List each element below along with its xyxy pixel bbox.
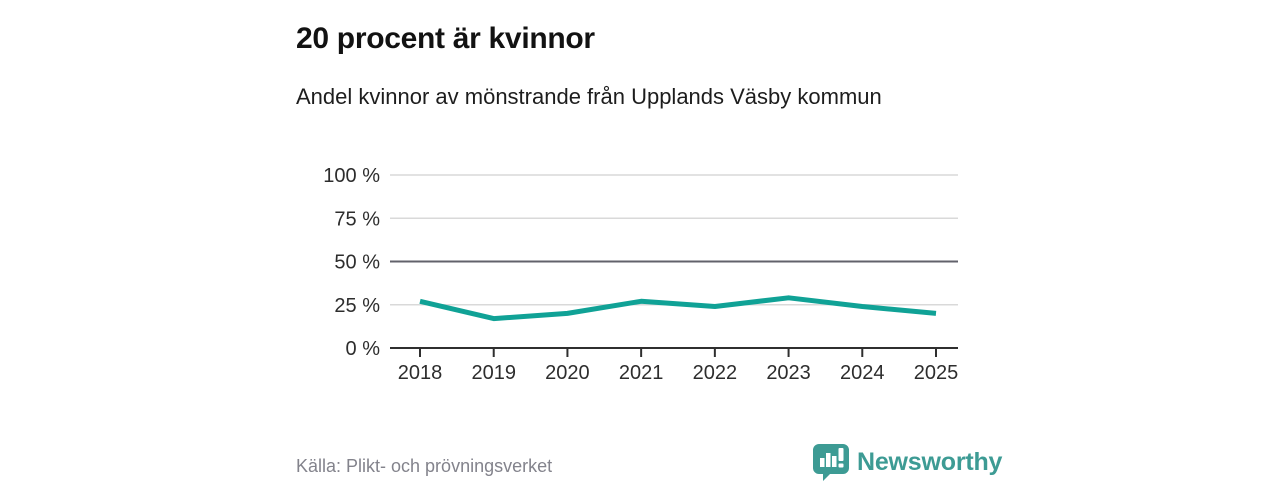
- speech-bubble-shape: [813, 444, 849, 481]
- bar-tall: [826, 453, 831, 467]
- line-chart: 0 % 25 % 50 % 75 % 100 % 2018 2019 2020 2021 2022…: [296, 160, 984, 395]
- y-tick-label: 100 %: [323, 165, 380, 187]
- brand-name: Newsworthy: [857, 448, 1003, 476]
- exclamation-dot: [838, 463, 844, 468]
- y-tick-label: 75 %: [334, 208, 380, 230]
- bar-small: [820, 458, 825, 467]
- x-tick-label: 2022: [693, 362, 738, 384]
- x-tick-label: 2019: [471, 362, 516, 384]
- y-tick-label: 50 %: [334, 252, 380, 274]
- x-tick-label: 2020: [545, 362, 590, 384]
- x-tick-label: 2025: [914, 362, 959, 384]
- brand-logo: Newsworthy: [812, 443, 1002, 481]
- exclamation-bar: [838, 448, 844, 461]
- newsworthy-icon: [813, 444, 849, 481]
- y-tick-label: 25 %: [334, 295, 380, 317]
- x-tick-label: 2023: [766, 362, 811, 384]
- x-tick-label: 2018: [398, 362, 443, 384]
- bar-medium: [832, 456, 837, 467]
- y-tick-label: 0 %: [346, 338, 381, 360]
- source-note: Källa: Plikt- och prövningsverket: [296, 456, 553, 476]
- data-line: [419, 295, 937, 322]
- x-tick-label: 2021: [619, 362, 664, 384]
- line-chart-svg: 0 % 25 % 50 % 75 % 100 % 2018 2019 2020 2021 2022…: [323, 165, 959, 384]
- x-tick-label: 2024: [840, 362, 885, 384]
- chart-title: 20 procent är kvinnor: [296, 22, 595, 56]
- chart-subtitle: Andel kvinnor av mönstrande från Uppland…: [296, 84, 882, 109]
